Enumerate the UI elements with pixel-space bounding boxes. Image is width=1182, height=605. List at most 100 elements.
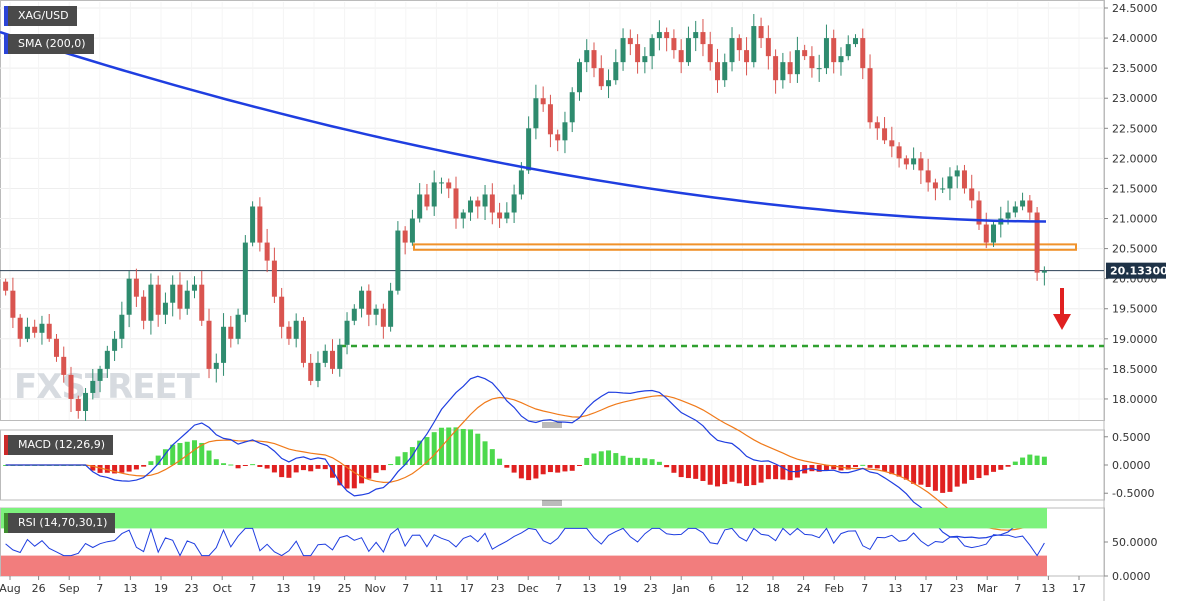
candle-bear	[228, 326, 234, 339]
candle-bull	[729, 38, 735, 63]
macd-histogram-bar	[722, 465, 728, 485]
macd-histogram-bar	[816, 465, 822, 472]
macd-histogram-bar	[293, 465, 299, 473]
time-tick-label: Feb	[824, 582, 843, 595]
macd-histogram-bar	[707, 465, 713, 485]
macd-histogram-bar	[1041, 456, 1047, 465]
macd-histogram-bar	[213, 459, 219, 465]
macd-histogram-bar	[1005, 465, 1011, 467]
candle-bull	[417, 194, 423, 219]
macd-histogram-bar	[322, 465, 328, 470]
time-tick-label: 23	[491, 582, 505, 595]
time-tick-label: 7	[1014, 582, 1021, 595]
macd-histogram-bar	[424, 437, 430, 465]
macd-histogram-bar	[918, 465, 924, 485]
rsi-line	[5, 527, 1045, 557]
candle-bear	[678, 50, 684, 63]
macd-histogram-bar	[685, 465, 691, 479]
time-tick-label: 23	[185, 582, 199, 595]
macd-tick-label: 0.0000	[1112, 459, 1151, 472]
macd-histogram-bar	[853, 465, 859, 468]
candle-bear	[257, 206, 263, 243]
macd-histogram-bar	[998, 465, 1004, 470]
candle-bear	[1027, 200, 1033, 213]
macd-histogram-bar	[446, 427, 452, 465]
macd-histogram-bar	[656, 461, 662, 465]
time-tick-label: 26	[32, 582, 46, 595]
rsi-label: RSI (14,70,30,1)	[4, 513, 116, 533]
candle-bull	[97, 368, 103, 381]
candle-bear	[300, 320, 306, 363]
candle-bull	[947, 176, 953, 189]
candle-bear	[32, 326, 38, 333]
macd-histogram-bar	[475, 433, 481, 465]
macd-histogram-bar	[228, 464, 234, 466]
rsi-overbought-band	[1, 508, 1047, 529]
macd-histogram-bar	[112, 465, 118, 474]
candle-bull	[250, 206, 256, 243]
candle-bull	[649, 38, 655, 57]
candle-bear	[271, 260, 277, 297]
candle-bull	[780, 62, 786, 81]
candle-bear	[177, 284, 183, 309]
candle-bear	[860, 38, 866, 69]
candle-bull	[213, 362, 219, 369]
macd-histogram-bar	[221, 463, 227, 465]
candle-bear	[424, 194, 430, 207]
candle-bull	[656, 32, 662, 39]
time-tick-label: Oct	[213, 582, 233, 595]
macd-histogram-bar	[874, 465, 880, 469]
candle-bear	[976, 200, 982, 225]
macd-histogram-bar	[925, 465, 931, 487]
candle-bear	[453, 188, 459, 219]
time-tick-label: 7	[555, 582, 562, 595]
time-tick-label: 13	[1041, 582, 1055, 595]
candle-bull	[620, 38, 626, 63]
candle-bear	[700, 32, 706, 45]
macd-histogram-bar	[460, 428, 466, 465]
candle-bear	[68, 374, 74, 399]
time-tick-label: 7	[249, 582, 256, 595]
candle-bear	[446, 182, 452, 189]
candle-bull	[606, 80, 612, 87]
candle-bear	[707, 44, 713, 63]
candle-bear	[867, 68, 873, 123]
macd-histogram-bar	[300, 465, 306, 471]
macd-histogram-bar	[199, 442, 205, 465]
macd-histogram-bar	[983, 465, 989, 476]
time-tick-label: Mar	[977, 582, 998, 595]
macd-tick-label: 0.5000	[1112, 431, 1151, 444]
candle-bear	[540, 98, 546, 105]
candle-bull	[337, 344, 343, 369]
candle-bear	[765, 38, 771, 57]
rsi-tick-label: 0.0000	[1112, 570, 1151, 583]
candle-bull	[853, 38, 859, 45]
macd-histogram-bar	[148, 461, 154, 465]
price-tick-label: 21.5000	[1112, 182, 1158, 195]
candle-bull	[511, 194, 517, 213]
time-tick-label: 13	[123, 582, 137, 595]
candle-bear	[17, 317, 23, 339]
candle-bear	[889, 140, 895, 147]
candle-bull	[221, 326, 227, 363]
macd-histogram-bar	[482, 441, 488, 465]
macd-histogram-bar	[664, 465, 670, 468]
macd-histogram-bar	[97, 465, 103, 473]
candle-bear	[664, 32, 670, 39]
macd-line	[5, 375, 1045, 539]
candle-bull	[816, 68, 822, 70]
macd-histogram-bar	[453, 427, 459, 465]
candle-bull	[373, 308, 379, 315]
candle-bull	[315, 362, 321, 381]
candle-bull	[184, 290, 190, 309]
macd-histogram-bar	[90, 465, 96, 471]
candle-bear	[983, 224, 989, 243]
time-tick-label: 25	[338, 582, 352, 595]
macd-histogram-bar	[555, 465, 561, 473]
candle-bull	[293, 320, 299, 339]
candle-bear	[61, 356, 67, 375]
candle-bull	[235, 314, 241, 339]
candle-bull	[83, 392, 89, 411]
time-tick-label: Sep	[59, 582, 80, 595]
